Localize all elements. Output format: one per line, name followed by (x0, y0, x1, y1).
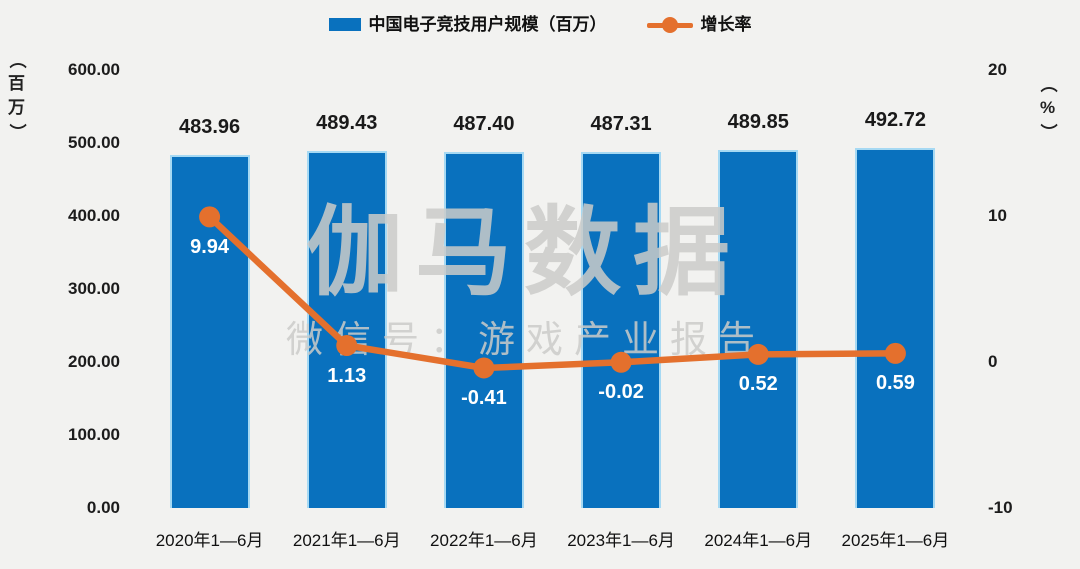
right-axis-tick: 0 (988, 352, 998, 371)
watermark-title: 伽马数据 (306, 198, 742, 307)
legend: 中国电子竞技用户规模（百万） 增长率 (0, 16, 1080, 33)
axis-unit-char: 百 (8, 74, 25, 93)
bar-2024年1—6月 (718, 150, 799, 508)
line-value-label: 9.94 (190, 235, 230, 258)
bar-value-label: 487.40 (453, 113, 515, 136)
bar-value-label: 492.72 (864, 109, 926, 132)
left-axis-tick: 400.00 (68, 206, 120, 225)
x-axis-label: 2020年1—6月 (155, 531, 264, 550)
x-axis-label: 2024年1—6月 (704, 531, 813, 550)
line-value-label: -0.41 (461, 386, 507, 409)
line-point-2025年1—6月 (884, 342, 906, 364)
legend-item-growth-rate: 增长率 (646, 15, 752, 34)
left-axis-unit: （百万） (8, 48, 27, 144)
line-value-label: 0.52 (738, 373, 778, 396)
bar-value-label: 487.31 (590, 113, 652, 136)
growth-line (206, 213, 899, 372)
legend-item-user-scale: 中国电子竞技用户规模（百万） (328, 15, 607, 34)
bar-2021年1—6月 (306, 150, 387, 508)
axis-unit-char: ） (1038, 123, 1058, 141)
left-axis-tick: 600.00 (68, 60, 120, 79)
line-point-2020年1—6月 (199, 206, 221, 228)
bar-value-label: 483.96 (178, 115, 241, 138)
line-point-2022年1—6月 (473, 357, 495, 379)
bar-2023年1—6月 (581, 152, 662, 508)
line-point-2024年1—6月 (747, 343, 769, 365)
watermark-subtitle: 微信号：游戏产业报告 (286, 319, 766, 360)
right-axis-unit: （%） (1039, 72, 1058, 144)
line-point-2023年1—6月 (610, 351, 632, 373)
legend-bar-label: 中国电子竞技用户规模（百万） (368, 15, 607, 34)
right-axis-tick: 10 (988, 206, 1007, 225)
left-axis-tick: 200.00 (68, 352, 120, 371)
line-marker-dot (661, 16, 678, 33)
bar-value-label: 489.43 (316, 111, 378, 134)
x-axis-label: 2023年1—6月 (567, 531, 675, 550)
line-value-label: 0.59 (875, 372, 915, 395)
x-axis-label: 2025年1—6月 (841, 531, 950, 550)
line-point-2021年1—6月 (336, 335, 358, 357)
line-value-label: 1.13 (327, 364, 367, 387)
right-axis-tick: 20 (988, 60, 1007, 79)
bar-2025年1—6月 (855, 148, 936, 508)
axis-unit-char: 万 (8, 98, 25, 117)
bar-series-swatch (328, 18, 361, 31)
line-value-label: -0.02 (598, 381, 644, 404)
left-axis-tick: 500.00 (68, 133, 120, 152)
x-axis-label: 2022年1—6月 (430, 531, 538, 550)
legend-line-label: 增长率 (700, 15, 752, 34)
x-axis-label: 2021年1—6月 (292, 531, 401, 550)
right-axis-tick: -10 (988, 498, 1013, 517)
left-axis-tick: 300.00 (68, 279, 120, 298)
line-series-marker (646, 16, 693, 33)
left-axis-tick: 0.00 (86, 498, 120, 517)
bar-value-label: 489.85 (727, 111, 789, 134)
left-axis-tick: 100.00 (68, 425, 120, 444)
bar-2022年1—6月 (443, 152, 524, 508)
axis-unit-char: % (1039, 98, 1056, 117)
